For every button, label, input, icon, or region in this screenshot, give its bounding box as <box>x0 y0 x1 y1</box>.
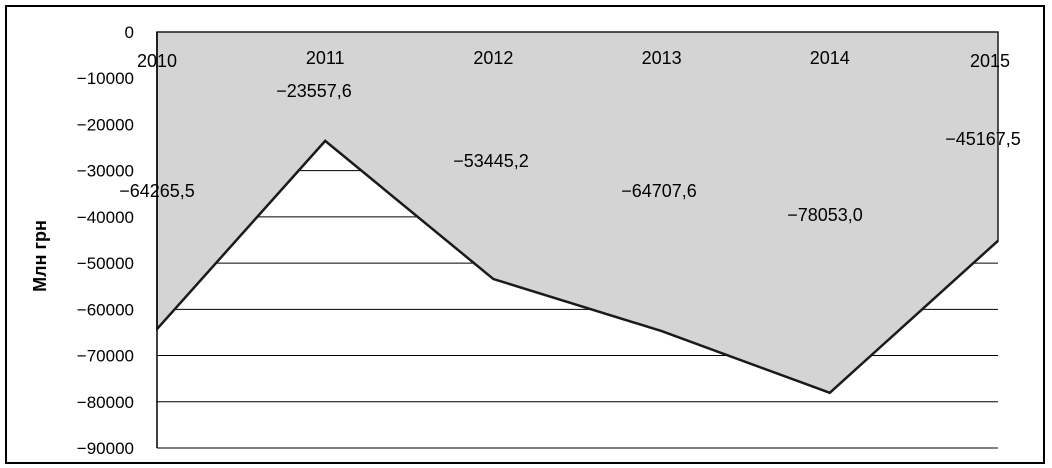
y-tick-label: −70000 <box>77 347 134 366</box>
x-tick-label: 2013 <box>642 48 682 68</box>
y-axis-label: Млн грн <box>30 220 50 292</box>
x-tick-label: 2012 <box>473 48 513 68</box>
data-labels: −64265,5 −23557,6 −53445,2 −64707,6 −78053,0… <box>119 81 1021 225</box>
y-tick-label: −80000 <box>77 393 134 412</box>
y-tick-label: −90000 <box>77 439 134 458</box>
x-tick-label: 2014 <box>810 48 850 68</box>
y-tick-label: −50000 <box>77 254 134 273</box>
y-tick-label: −40000 <box>77 208 134 227</box>
x-tick-label: 2011 <box>306 48 345 68</box>
x-tick-label: 2010 <box>137 51 177 71</box>
x-tick-labels: 2010 2011 2012 2013 2014 2015 <box>137 48 1010 71</box>
y-tick-label: −30000 <box>77 162 134 181</box>
data-label: −53445,2 <box>453 151 529 171</box>
data-label: −23557,6 <box>276 81 352 101</box>
data-label: −78053,0 <box>787 205 863 225</box>
series-line <box>156 139 999 395</box>
y-tick-label: 0 <box>125 23 134 42</box>
y-tick-label: −20000 <box>77 115 134 134</box>
y-tick-labels: 0 −10000 −20000 −30000 −40000 −50000 −60000 −70… <box>77 23 134 458</box>
data-label: −64265,5 <box>119 181 195 201</box>
data-label: −64707,6 <box>621 181 697 201</box>
y-tick-label: −60000 <box>77 300 134 319</box>
y-tick-label: −10000 <box>77 69 134 88</box>
data-label: −45167,5 <box>945 129 1021 149</box>
x-tick-label: 2015 <box>970 51 1010 71</box>
